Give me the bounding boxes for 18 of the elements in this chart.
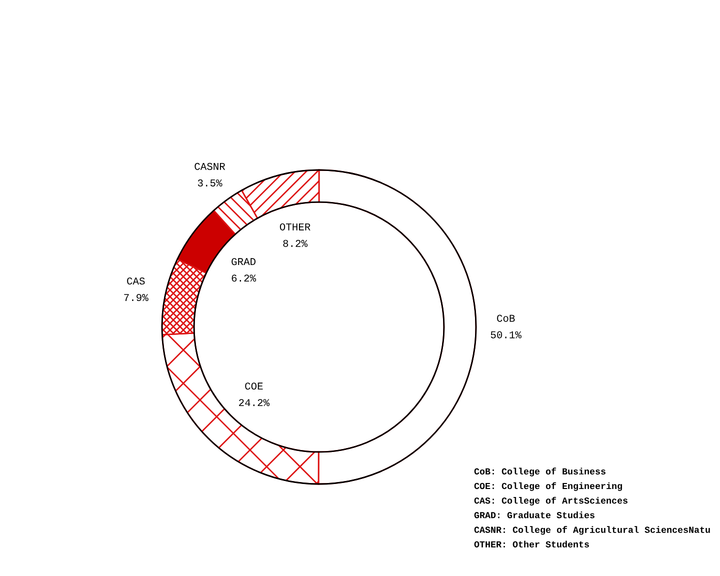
text: GRAD: Graduate Studies — [474, 512, 594, 518]
text: COE: College of Engineering — [474, 482, 622, 491]
data-label: 7.9% — [124, 294, 148, 302]
data-label: 3.5% — [198, 179, 222, 186]
text: CoB: College of Business — [474, 468, 606, 476]
slice-label: CAS — [127, 277, 145, 285]
slice-label: GRAD — [232, 258, 256, 266]
slice-label: CoB — [497, 314, 515, 322]
text: CAS: College of ArtsSciences — [474, 496, 628, 506]
slice-label: COE — [245, 382, 263, 390]
text: CASNR: College of Agricultural SciencesNatu — [474, 526, 710, 535]
text: OTHER: Other Students — [474, 540, 589, 548]
data-label: 8.2% — [283, 240, 308, 247]
slice-label: CASNR — [194, 162, 226, 170]
data-label: 24.2% — [239, 399, 270, 406]
slice-label: OTHER — [280, 223, 310, 230]
data-label: 6.2% — [232, 274, 256, 282]
data-label: 50.1% — [490, 331, 522, 338]
